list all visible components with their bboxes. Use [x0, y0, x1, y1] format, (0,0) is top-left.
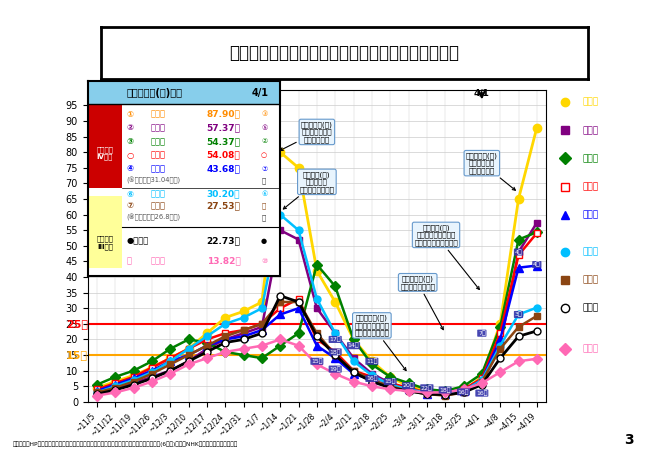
Text: 兵庫県: 兵庫県: [151, 123, 166, 132]
Bar: [88, 196, 122, 269]
Text: ④: ④: [126, 164, 133, 173]
Text: ⑱: ⑱: [126, 256, 131, 265]
Text: ４月１５日(木)
政府分科会、
新指標を提言: ４月１５日(木) 政府分科会、 新指標を提言: [466, 152, 515, 190]
Text: 54.08人: 54.08人: [207, 150, 240, 159]
Text: ⑦: ⑦: [126, 201, 133, 210]
Text: 54.37人: 54.37人: [207, 137, 240, 146]
Text: 東京都: 東京都: [582, 247, 598, 256]
Text: ⑦: ⑦: [261, 166, 267, 172]
Text: ①: ①: [126, 110, 133, 119]
Text: 4/1: 4/1: [474, 88, 490, 97]
Text: ⑥: ⑥: [261, 191, 267, 197]
Text: 奈良市: 奈良市: [582, 182, 598, 191]
Text: ２月２８日(日)
大阪・兵庫・京都
等への宣言を解除: ２月２８日(日) 大阪・兵庫・京都 等への宣言を解除: [354, 314, 406, 370]
Text: 25人: 25人: [66, 319, 88, 329]
Text: １月１３日(水)
緊急事態宣言の
対象地域拡大: １月１３日(水) 緊急事態宣言の 対象地域拡大: [280, 121, 333, 150]
Text: 15人: 15人: [66, 350, 88, 360]
Text: 全　国: 全 国: [582, 304, 598, 313]
Text: 兵庫県: 兵庫県: [582, 126, 598, 135]
Text: 奈良市: 奈良市: [151, 150, 166, 159]
Text: 18位: 18位: [330, 349, 341, 355]
Text: 千葉県: 千葉県: [582, 344, 598, 353]
Text: ⑤: ⑤: [261, 125, 267, 131]
Text: 沖縄県: 沖縄県: [582, 154, 598, 163]
Text: 11位: 11位: [366, 358, 378, 364]
Text: 4位: 4位: [515, 249, 523, 255]
Text: 14位: 14位: [348, 343, 359, 348]
Text: 16位: 16位: [366, 376, 378, 381]
Text: 17位: 17位: [330, 337, 341, 342]
Text: 京都府: 京都府: [151, 201, 166, 210]
Text: ⑰: ⑰: [262, 214, 266, 221]
Text: 19位: 19位: [330, 366, 341, 372]
Text: １月７日(木)
１都３県に
緊急事態宣言発出: １月７日(木) １都３県に 緊急事態宣言発出: [283, 171, 334, 209]
Text: ②: ②: [261, 138, 267, 145]
Text: 3位: 3位: [515, 312, 523, 317]
Text: 沖縄県: 沖縄県: [151, 137, 166, 146]
Text: 7位: 7位: [478, 330, 486, 336]
Bar: [88, 81, 280, 104]
Text: 87.90人: 87.90人: [207, 110, 240, 119]
Text: ⑥: ⑥: [126, 189, 133, 198]
Text: 16位: 16位: [476, 390, 488, 396]
Text: ●全　国: ●全 国: [126, 237, 148, 246]
Text: 奈良県: 奈良県: [582, 210, 598, 219]
Text: ○: ○: [126, 150, 133, 159]
Bar: [88, 104, 122, 188]
Text: 15位: 15位: [311, 358, 322, 364]
Text: ③: ③: [261, 111, 267, 117]
Text: 奈良県: 奈良県: [151, 164, 166, 173]
Text: (⑤徳島県：31.04人　): (⑤徳島県：31.04人 ): [126, 177, 180, 184]
Text: ③: ③: [126, 137, 133, 146]
Text: 27.53人: 27.53人: [207, 201, 240, 210]
Text: 15位: 15位: [384, 379, 396, 384]
Text: 3: 3: [624, 433, 634, 447]
Text: 43.68人: 43.68人: [207, 164, 240, 173]
Text: 厚生労働省HP「都道府県の医療提供体制等の状況（医療提供体制・監視体制・感染の状況）(6指標)」及びNHK特設サイトなどから引用: 厚生労働省HP「都道府県の医療提供体制等の状況（医療提供体制・監視体制・感染の状…: [13, 441, 239, 447]
Text: 大阪府: 大阪府: [582, 98, 598, 107]
Text: 22.73人: 22.73人: [207, 237, 240, 246]
Text: ３月２１日(日)
緊急事態宣言解除: ３月２１日(日) 緊急事態宣言解除: [400, 275, 443, 330]
Text: 東京都: 東京都: [151, 189, 166, 198]
Text: (⑧和歌山県：26.8人　): (⑧和歌山県：26.8人 ): [126, 214, 180, 221]
Text: ②: ②: [126, 123, 133, 132]
Text: 22位: 22位: [421, 385, 433, 391]
Text: 13.82人: 13.82人: [207, 256, 240, 265]
Text: 30.20人: 30.20人: [207, 189, 240, 198]
Text: 16位: 16位: [458, 389, 469, 395]
Text: 57.37人: 57.37人: [207, 123, 240, 132]
Text: ⑩: ⑩: [261, 258, 267, 264]
Text: ○: ○: [261, 152, 267, 158]
Text: ステージ
IV相当: ステージ IV相当: [96, 146, 114, 160]
Text: 4位: 4位: [533, 262, 541, 267]
Text: 千葉県: 千葉県: [151, 256, 166, 265]
Text: 18位: 18位: [439, 387, 451, 393]
Text: 大阪府: 大阪府: [151, 110, 166, 119]
Text: ⑮: ⑮: [262, 202, 266, 209]
Text: ステージ
III相当: ステージ III相当: [96, 236, 114, 250]
Text: 京都府: 京都府: [582, 276, 598, 285]
Text: ４月１９日(月)時点: ４月１９日(月)時点: [127, 88, 183, 97]
Text: 4/1: 4/1: [252, 88, 269, 97]
Text: ４月１日(木)
大阪・兵庫・宮城に
まん延防止適用を決定: ４月１日(木) 大阪・兵庫・宮城に まん延防止適用を決定: [414, 224, 479, 290]
Text: ●: ●: [261, 238, 267, 244]
Text: 直近１週間の人口１０万人当たりの陽性者数の推移: 直近１週間の人口１０万人当たりの陽性者数の推移: [229, 44, 460, 62]
Text: ㉓: ㉓: [262, 177, 266, 184]
Text: 20位: 20位: [403, 383, 414, 388]
